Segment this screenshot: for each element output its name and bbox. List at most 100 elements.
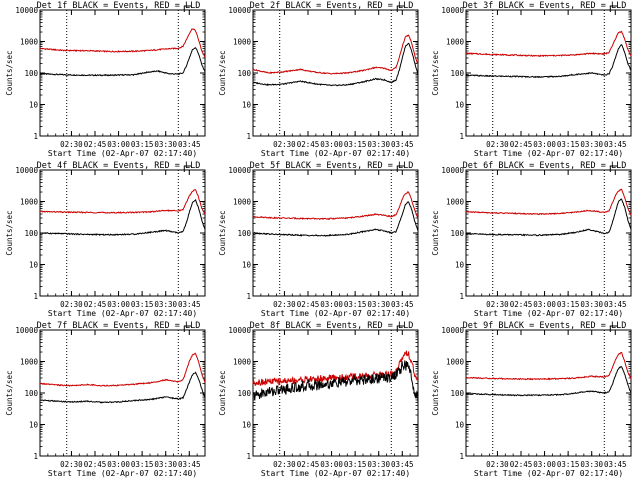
x-tick-label: 02:30 bbox=[273, 460, 296, 469]
y-tick-label: 100 bbox=[237, 229, 251, 238]
y-tick-label: 10000 bbox=[228, 326, 251, 335]
x-tick-label: 03:15 bbox=[557, 460, 580, 469]
y-tick-label: 100 bbox=[24, 229, 38, 238]
y-tick-label: 1 bbox=[33, 132, 38, 141]
y-tick-label: 100 bbox=[450, 389, 464, 398]
y-tick-label: 1000 bbox=[20, 198, 39, 207]
x-axis-label: Start Time (02-Apr-07 02:17:40) bbox=[261, 469, 410, 478]
y-tick-label: 1 bbox=[459, 292, 464, 301]
panel-title: Det 1f BLACK = Events, RED = LLD bbox=[37, 1, 201, 11]
lld-series-line bbox=[39, 28, 206, 58]
panel-title: Det 9f BLACK = Events, RED = LLD bbox=[463, 321, 627, 331]
x-tick-label: 03:15 bbox=[344, 300, 367, 309]
x-tick-label: 03:30 bbox=[154, 460, 177, 469]
y-tick-label: 1000 bbox=[446, 358, 465, 367]
y-tick-label: 10 bbox=[29, 261, 39, 270]
y-axis-label: Counts/sec bbox=[5, 50, 14, 95]
y-tick-label: 1 bbox=[33, 292, 38, 301]
detector-panel-7: Det 7f BLACK = Events, RED = LLD 1 10 100 10… bbox=[5, 321, 206, 478]
x-tick-label: 03:15 bbox=[557, 300, 580, 309]
y-tick-label: 100 bbox=[24, 389, 38, 398]
detector-panel-1: Det 1f BLACK = Events, RED = LLD 1 10 100 10… bbox=[5, 1, 206, 158]
y-tick-label: 1000 bbox=[446, 198, 465, 207]
x-tick-label: 02:45 bbox=[84, 140, 107, 149]
y-axis-label: Counts/sec bbox=[218, 50, 227, 95]
y-tick-label: 100 bbox=[450, 69, 464, 78]
x-tick-label: 03:00 bbox=[320, 140, 343, 149]
x-tick-label: 02:30 bbox=[273, 300, 296, 309]
lld-series-line bbox=[465, 30, 632, 58]
x-tick-label: 03:30 bbox=[580, 140, 603, 149]
x-tick-label: 02:30 bbox=[273, 140, 296, 149]
y-tick-label: 1000 bbox=[233, 198, 252, 207]
y-tick-label: 10 bbox=[242, 261, 252, 270]
x-tick-label: 03:00 bbox=[320, 300, 343, 309]
y-tick-label: 1000 bbox=[446, 38, 465, 47]
x-axis-label: Start Time (02-Apr-07 02:17:40) bbox=[48, 309, 197, 318]
x-axis-label: Start Time (02-Apr-07 02:17:40) bbox=[261, 149, 410, 158]
panel-title: Det 6f BLACK = Events, RED = LLD bbox=[463, 161, 627, 171]
x-tick-label: 03:30 bbox=[367, 140, 390, 149]
x-axis-label: Start Time (02-Apr-07 02:17:40) bbox=[261, 309, 410, 318]
flag-icon bbox=[183, 325, 192, 332]
y-tick-label: 10000 bbox=[441, 166, 464, 175]
y-tick-label: 10 bbox=[242, 421, 252, 430]
y-tick-label: 100 bbox=[24, 69, 38, 78]
events-series-line bbox=[252, 360, 419, 404]
x-axis-label: Start Time (02-Apr-07 02:17:40) bbox=[48, 469, 197, 478]
x-tick-label: 02:45 bbox=[510, 140, 533, 149]
y-tick-label: 10000 bbox=[15, 6, 38, 15]
x-tick-label: 02:45 bbox=[510, 300, 533, 309]
y-axis-label: Counts/sec bbox=[431, 210, 440, 255]
lld-series-line bbox=[252, 191, 419, 221]
y-tick-label: 1 bbox=[246, 132, 251, 141]
detector-panel-4: Det 4f BLACK = Events, RED = LLD 1 10 100 10… bbox=[5, 161, 206, 318]
x-tick-label: 03:30 bbox=[154, 300, 177, 309]
x-tick-label: 03:45 bbox=[178, 460, 201, 469]
x-tick-label: 03:30 bbox=[367, 460, 390, 469]
y-tick-label: 10 bbox=[455, 421, 465, 430]
detector-panel-3: Det 3f BLACK = Events, RED = LLD 1 10 100 10… bbox=[431, 1, 632, 158]
detector-panel-6: Det 6f BLACK = Events, RED = LLD 1 10 100 10… bbox=[431, 161, 632, 318]
x-tick-label: 03:30 bbox=[367, 300, 390, 309]
y-tick-label: 1 bbox=[33, 452, 38, 461]
x-tick-label: 02:30 bbox=[60, 460, 83, 469]
events-series-line bbox=[465, 43, 632, 79]
y-tick-label: 10000 bbox=[441, 6, 464, 15]
x-tick-label: 03:45 bbox=[604, 300, 627, 309]
x-tick-label: 03:30 bbox=[580, 300, 603, 309]
lld-series-line bbox=[39, 189, 206, 215]
x-tick-label: 02:30 bbox=[60, 140, 83, 149]
x-tick-label: 03:00 bbox=[107, 300, 130, 309]
y-tick-label: 1 bbox=[459, 132, 464, 141]
lld-series-line bbox=[465, 351, 632, 381]
x-tick-label: 03:15 bbox=[344, 140, 367, 149]
events-series-line bbox=[39, 198, 206, 237]
x-tick-label: 03:15 bbox=[557, 140, 580, 149]
x-tick-label: 03:00 bbox=[533, 140, 556, 149]
y-axis-label: Counts/sec bbox=[431, 370, 440, 415]
y-tick-label: 100 bbox=[237, 69, 251, 78]
y-tick-label: 10000 bbox=[228, 6, 251, 15]
detector-panel-8: Det 8f BLACK = Events, RED = LLD 1 10 100 10… bbox=[218, 321, 419, 478]
y-tick-label: 1 bbox=[459, 452, 464, 461]
x-axis-label: Start Time (02-Apr-07 02:17:40) bbox=[474, 309, 623, 318]
panel-title: Det 7f BLACK = Events, RED = LLD bbox=[37, 321, 201, 331]
y-tick-label: 100 bbox=[237, 389, 251, 398]
lld-series-line bbox=[39, 352, 206, 387]
flag-icon bbox=[609, 165, 618, 172]
x-tick-label: 03:15 bbox=[131, 140, 154, 149]
panel-title: Det 4f BLACK = Events, RED = LLD bbox=[37, 161, 201, 171]
flag-icon bbox=[183, 165, 192, 172]
y-tick-label: 1000 bbox=[20, 358, 39, 367]
y-tick-label: 10 bbox=[29, 421, 39, 430]
x-tick-label: 02:30 bbox=[486, 460, 509, 469]
y-axis-label: Counts/sec bbox=[5, 370, 14, 415]
x-axis-label: Start Time (02-Apr-07 02:17:40) bbox=[474, 469, 623, 478]
x-tick-label: 03:00 bbox=[107, 140, 130, 149]
y-tick-label: 10000 bbox=[441, 326, 464, 335]
y-tick-label: 10000 bbox=[15, 166, 38, 175]
y-axis-label: Counts/sec bbox=[5, 210, 14, 255]
y-tick-label: 1000 bbox=[20, 38, 39, 47]
